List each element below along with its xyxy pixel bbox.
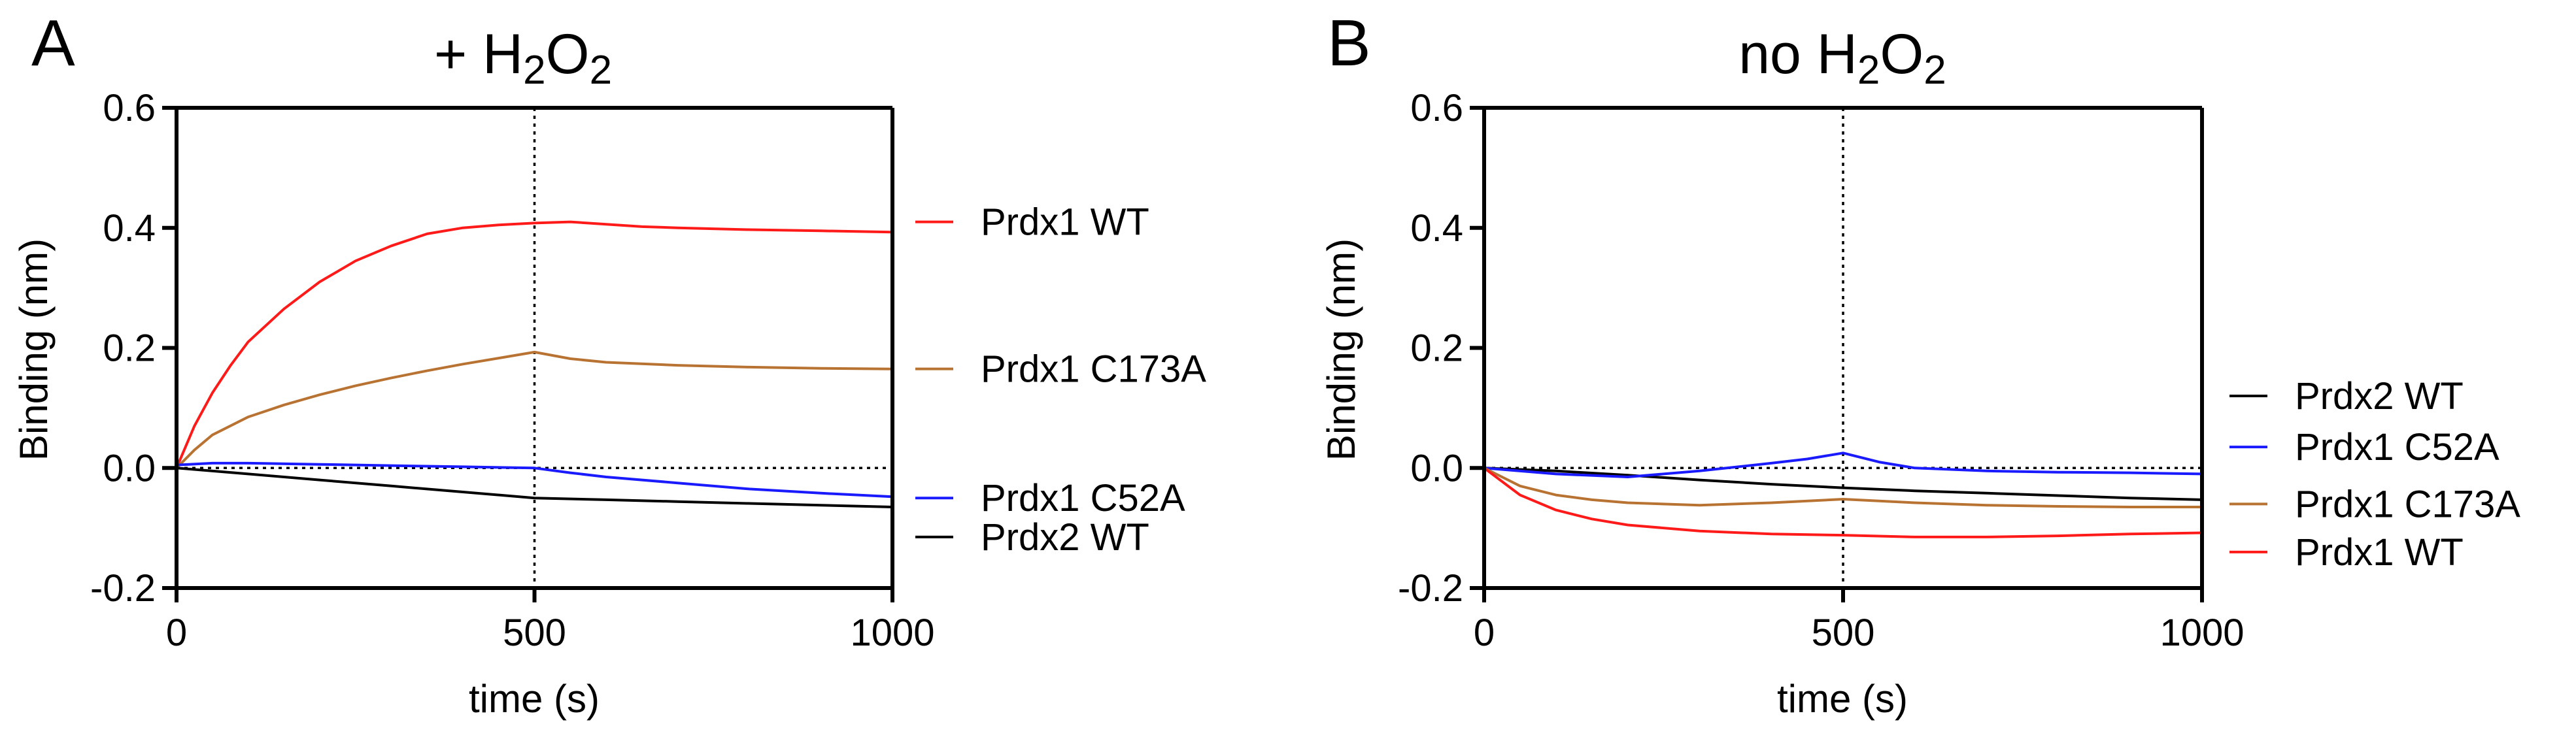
legend-label: Prdx1 C173A <box>981 348 1206 391</box>
series-line <box>175 467 894 508</box>
title-subscript-h: 2 <box>523 48 545 93</box>
legend-item: Prdx1 C52A <box>915 477 1185 519</box>
title-prefix: + H <box>434 23 523 86</box>
y-tick-label: 0.6 <box>1410 87 1463 129</box>
y-axis-label: Binding (nm) <box>12 238 56 461</box>
x-tick-label: 1000 <box>850 612 934 654</box>
legend-label: Prdx1 WT <box>2295 531 2464 574</box>
y-tick-label: 0.4 <box>1410 207 1463 250</box>
legend: Prdx2 WT Prdx1 C52A Prdx1 C173A Prdx1 WT <box>2229 375 2520 574</box>
x-ticks: 0 500 1000 <box>1474 612 2245 654</box>
title-subscript-h: 2 <box>1857 48 1880 93</box>
chart-title: + H2O2 <box>434 23 612 93</box>
legend-item: Prdx1 C52A <box>2229 426 2500 468</box>
legend-item: Prdx2 WT <box>915 516 1149 559</box>
series-line <box>1483 467 2203 508</box>
title-subscript-o: 2 <box>590 48 612 93</box>
legend-item: Prdx1 C173A <box>2229 483 2520 525</box>
legend-label: Prdx1 WT <box>981 201 1149 244</box>
panel-b: B no H2O2 Binding (nm) time (s) -0.2 0.0… <box>1319 7 2520 721</box>
x-axis-label: time (s) <box>469 677 600 721</box>
title-subscript-o: 2 <box>1924 48 1946 93</box>
x-tick-label: 0 <box>1474 612 1495 654</box>
x-axis-label: time (s) <box>1777 677 1908 721</box>
y-tick-label: -0.2 <box>1398 567 1463 610</box>
panel-a: A + H2O2 Binding (nm) time (s) -0.2 0.0 … <box>12 7 1206 721</box>
legend-label: Prdx2 WT <box>2295 375 2464 418</box>
y-ticks: -0.2 0.0 0.2 0.4 0.6 <box>1398 87 1463 610</box>
y-tick-label: 0.4 <box>103 207 156 250</box>
y-tick-label: -0.2 <box>90 567 156 610</box>
legend-label: Prdx2 WT <box>981 516 1149 559</box>
panel-letter: B <box>1327 7 1371 80</box>
title-oxygen: O <box>546 23 590 86</box>
legend-label: Prdx1 C52A <box>2295 426 2500 468</box>
legend-label: Prdx1 C52A <box>981 477 1185 519</box>
legend-label: Prdx1 C173A <box>2295 483 2520 525</box>
title-oxygen: O <box>1880 23 1924 86</box>
series-line <box>175 220 894 470</box>
y-tick-label: 0.2 <box>1410 327 1463 370</box>
series-line <box>175 461 894 499</box>
legend: Prdx1 WT Prdx1 C173A Prdx1 C52A Prdx2 WT <box>915 201 1206 559</box>
x-tick-label: 1000 <box>2160 612 2244 654</box>
legend-item: Prdx2 WT <box>2229 375 2464 418</box>
legend-item: Prdx1 C173A <box>915 348 1206 391</box>
y-ticks: -0.2 0.0 0.2 0.4 0.6 <box>90 87 156 610</box>
x-tick-label: 500 <box>503 612 566 654</box>
y-tick-label: 0.6 <box>103 87 156 129</box>
x-tick-label: 0 <box>166 612 187 654</box>
x-tick-label: 500 <box>1812 612 1875 654</box>
legend-item: Prdx1 WT <box>915 201 1149 244</box>
series-line <box>175 350 894 470</box>
series-line <box>1483 451 2203 478</box>
series-line <box>1483 467 2203 501</box>
y-tick-label: 0.0 <box>103 447 156 489</box>
legend-item: Prdx1 WT <box>2229 531 2464 574</box>
y-tick-label: 0.0 <box>1410 447 1463 489</box>
chart-title: no H2O2 <box>1738 23 1946 93</box>
y-axis-label: Binding (nm) <box>1319 238 1363 461</box>
title-prefix: no H <box>1738 23 1857 86</box>
series-line <box>1483 467 2203 538</box>
panel-letter: A <box>31 7 75 80</box>
x-ticks: 0 500 1000 <box>166 612 935 654</box>
y-tick-label: 0.2 <box>103 327 156 370</box>
